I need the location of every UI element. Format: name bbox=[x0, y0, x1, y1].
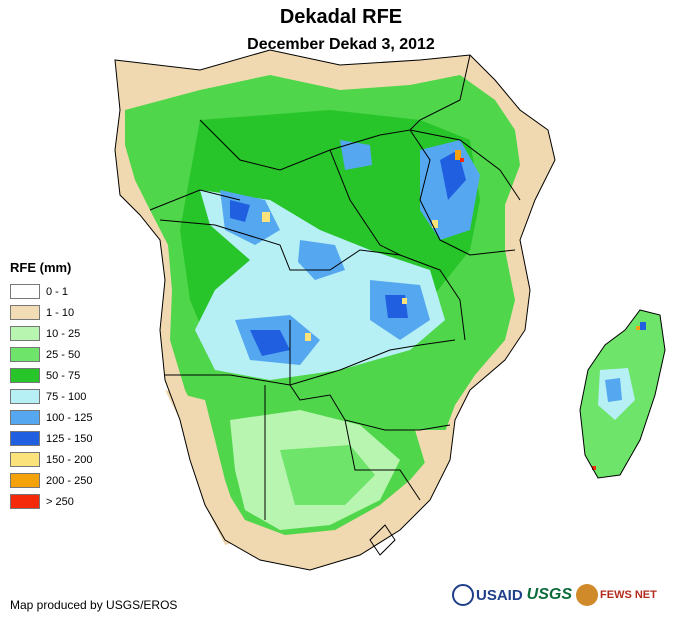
legend-item: 200 - 250 bbox=[10, 470, 92, 491]
partner-logos: USAID USGS FEWS NET bbox=[452, 584, 657, 606]
legend-item: 100 - 125 bbox=[10, 407, 92, 428]
legend-item: 1 - 10 bbox=[10, 302, 92, 323]
legend-label: 0 - 1 bbox=[46, 285, 69, 298]
fews-net-label: FEWS NET bbox=[600, 589, 657, 601]
legend-swatch bbox=[10, 494, 40, 509]
legend-item: 25 - 50 bbox=[10, 344, 92, 365]
legend-label: 150 - 200 bbox=[46, 453, 93, 466]
legend-item: 10 - 25 bbox=[10, 323, 92, 344]
legend-label: 50 - 75 bbox=[46, 369, 81, 382]
legend-label: 25 - 50 bbox=[46, 348, 81, 361]
legend-label: 10 - 25 bbox=[46, 327, 81, 340]
credit-text: Map produced by USGS/EROS bbox=[10, 598, 178, 612]
legend-title: RFE (mm) bbox=[10, 260, 72, 275]
legend-label: 125 - 150 bbox=[46, 432, 93, 445]
country-borders bbox=[114, 49, 666, 571]
usaid-seal-icon bbox=[452, 584, 474, 606]
legend-item: 75 - 100 bbox=[10, 386, 92, 407]
legend-item: 50 - 75 bbox=[10, 365, 92, 386]
usaid-logo: USAID bbox=[452, 584, 523, 606]
legend: RFE (mm) 0 - 1 1 - 10 10 - 25 25 - 50 50 - 7… bbox=[10, 260, 92, 512]
legend-swatch bbox=[10, 389, 40, 404]
legend-item: 125 - 150 bbox=[10, 428, 92, 449]
legend-label: 200 - 250 bbox=[46, 474, 93, 487]
map-title: Dekadal RFE bbox=[279, 6, 403, 28]
legend-swatch bbox=[10, 368, 40, 383]
legend-item: 0 - 1 bbox=[10, 281, 92, 302]
usaid-label: USAID bbox=[476, 586, 523, 604]
legend-swatch bbox=[10, 452, 40, 467]
usgs-label: USGS bbox=[526, 586, 573, 603]
legend-swatch bbox=[10, 410, 40, 425]
fews-net-logo-icon bbox=[576, 584, 599, 606]
legend-swatch bbox=[10, 347, 40, 362]
usgs-logo: USGS bbox=[527, 586, 572, 604]
legend-label: > 250 bbox=[46, 495, 74, 508]
map-subtitle: December Dekad 3, 2012 bbox=[247, 36, 435, 53]
legend-swatch bbox=[10, 284, 40, 299]
legend-item: > 250 bbox=[10, 491, 92, 512]
legend-label: 100 - 125 bbox=[46, 411, 93, 424]
legend-label: 75 - 100 bbox=[46, 390, 87, 403]
legend-swatch bbox=[10, 305, 40, 320]
fews-net-logo: FEWS NET bbox=[576, 584, 657, 606]
legend-swatch bbox=[10, 431, 40, 446]
legend-swatch bbox=[10, 326, 40, 341]
legend-item: 150 - 200 bbox=[10, 449, 92, 470]
legend-label: 1 - 10 bbox=[46, 306, 75, 319]
legend-swatch bbox=[10, 473, 40, 488]
